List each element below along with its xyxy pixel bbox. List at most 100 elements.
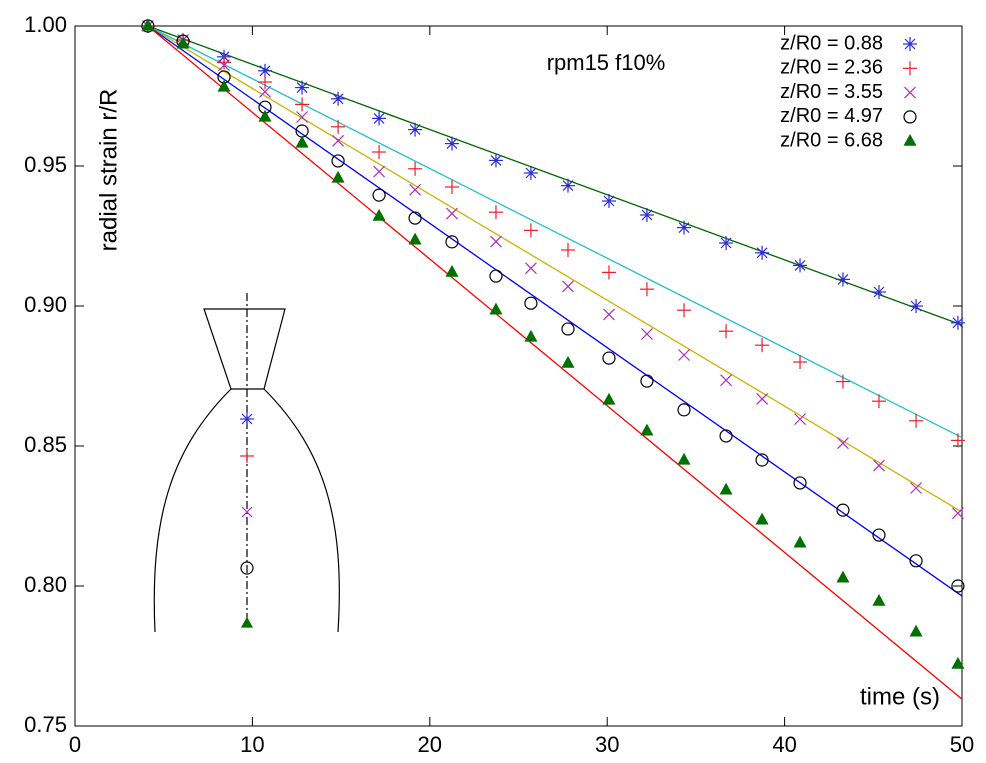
data-point — [445, 235, 459, 249]
marker-stroke — [873, 286, 885, 298]
data-point — [835, 374, 850, 389]
data-point — [490, 235, 502, 248]
data-point — [331, 154, 345, 168]
marker-stroke — [904, 38, 916, 50]
data-point — [950, 315, 965, 330]
annotation: rpm15 f10% — [547, 50, 666, 75]
x-tick-label: 0 — [69, 732, 81, 757]
legend-label: z/R0 = 4.97 — [780, 105, 883, 127]
marker-triangle — [836, 570, 850, 583]
data-point — [295, 97, 310, 112]
data-point — [639, 208, 654, 222]
marker-triangle — [489, 302, 503, 315]
data-point — [602, 392, 616, 405]
marker-triangle — [755, 512, 769, 525]
data-point — [444, 136, 459, 151]
data-point — [793, 355, 808, 369]
data-point — [835, 272, 850, 287]
marker-stroke — [641, 209, 653, 221]
data-point — [602, 351, 616, 365]
diagram-plus — [240, 449, 254, 463]
data-point — [603, 308, 615, 321]
marker-triangle — [677, 452, 691, 465]
data-point — [561, 322, 575, 336]
x-tick-label: 20 — [418, 732, 442, 757]
marker-stroke — [603, 308, 615, 321]
marker-triangle — [217, 79, 231, 92]
legend-label: z/R0 = 0.88 — [780, 32, 883, 54]
data-point — [259, 85, 271, 98]
data-point — [872, 593, 886, 606]
marker-stroke — [562, 280, 574, 293]
marker-stroke — [259, 85, 271, 98]
data-point — [331, 119, 346, 134]
marker-stroke — [720, 374, 732, 387]
plot-frame — [74, 25, 963, 727]
data-point — [640, 423, 654, 436]
data-point — [719, 429, 733, 443]
data-point — [837, 437, 849, 450]
data-point — [909, 299, 924, 313]
marker-stroke — [794, 259, 806, 271]
marker-stroke — [873, 459, 885, 472]
data-point — [372, 208, 386, 221]
marker-triangle — [640, 423, 654, 436]
marker-stroke — [490, 154, 502, 166]
data-point — [873, 459, 885, 472]
legend-label: z/R0 = 2.36 — [780, 57, 883, 79]
marker-stroke — [409, 183, 422, 196]
data-point — [677, 303, 692, 318]
marker-stroke — [524, 262, 537, 275]
data-point — [141, 18, 155, 31]
marker-stroke — [756, 393, 768, 405]
data-point — [217, 55, 232, 70]
fit-line — [147, 25, 963, 597]
data-point — [601, 265, 616, 280]
nozzle-top — [203, 308, 286, 390]
data-point — [408, 122, 423, 137]
marker-circle — [677, 403, 691, 417]
data-point — [755, 453, 769, 467]
data-point — [677, 452, 691, 465]
data-point — [719, 236, 734, 250]
y-tick-label: 0.90 — [24, 292, 67, 317]
data-point — [446, 207, 458, 220]
data-point — [560, 243, 575, 257]
data-point — [332, 134, 345, 147]
y-tick-label: 0.85 — [24, 432, 67, 457]
marker-circle — [909, 554, 923, 568]
marker-stroke — [296, 82, 308, 94]
data-point — [331, 91, 346, 106]
marker-circle — [872, 528, 886, 542]
marker-triangle — [951, 656, 965, 669]
data-point — [523, 166, 538, 180]
marker-triangle — [909, 624, 923, 637]
marker-stroke — [296, 111, 308, 123]
marker-stroke — [678, 349, 690, 361]
data-point — [836, 503, 850, 517]
marker-stroke — [720, 237, 732, 249]
marker-stroke — [904, 86, 916, 99]
data-point — [950, 433, 965, 448]
marker-triangle — [141, 18, 155, 31]
data-point — [755, 338, 770, 353]
marker-stroke — [446, 207, 458, 220]
data-point — [562, 280, 574, 293]
marker-triangle — [408, 232, 422, 245]
data-point — [295, 80, 310, 95]
marker-stroke — [837, 437, 849, 450]
marker-triangle — [793, 535, 807, 548]
marker-circle — [903, 110, 917, 124]
x-axis-label: time (s) — [860, 683, 940, 710]
marker-stroke — [525, 167, 537, 179]
fit-line — [147, 25, 963, 439]
data-point — [489, 269, 503, 283]
marker-stroke — [951, 507, 964, 520]
jet-right — [263, 388, 340, 633]
data-point — [601, 194, 616, 208]
data-point — [524, 329, 538, 342]
legend-marker — [904, 86, 916, 99]
fit-line — [147, 25, 963, 326]
data-point — [560, 178, 575, 193]
